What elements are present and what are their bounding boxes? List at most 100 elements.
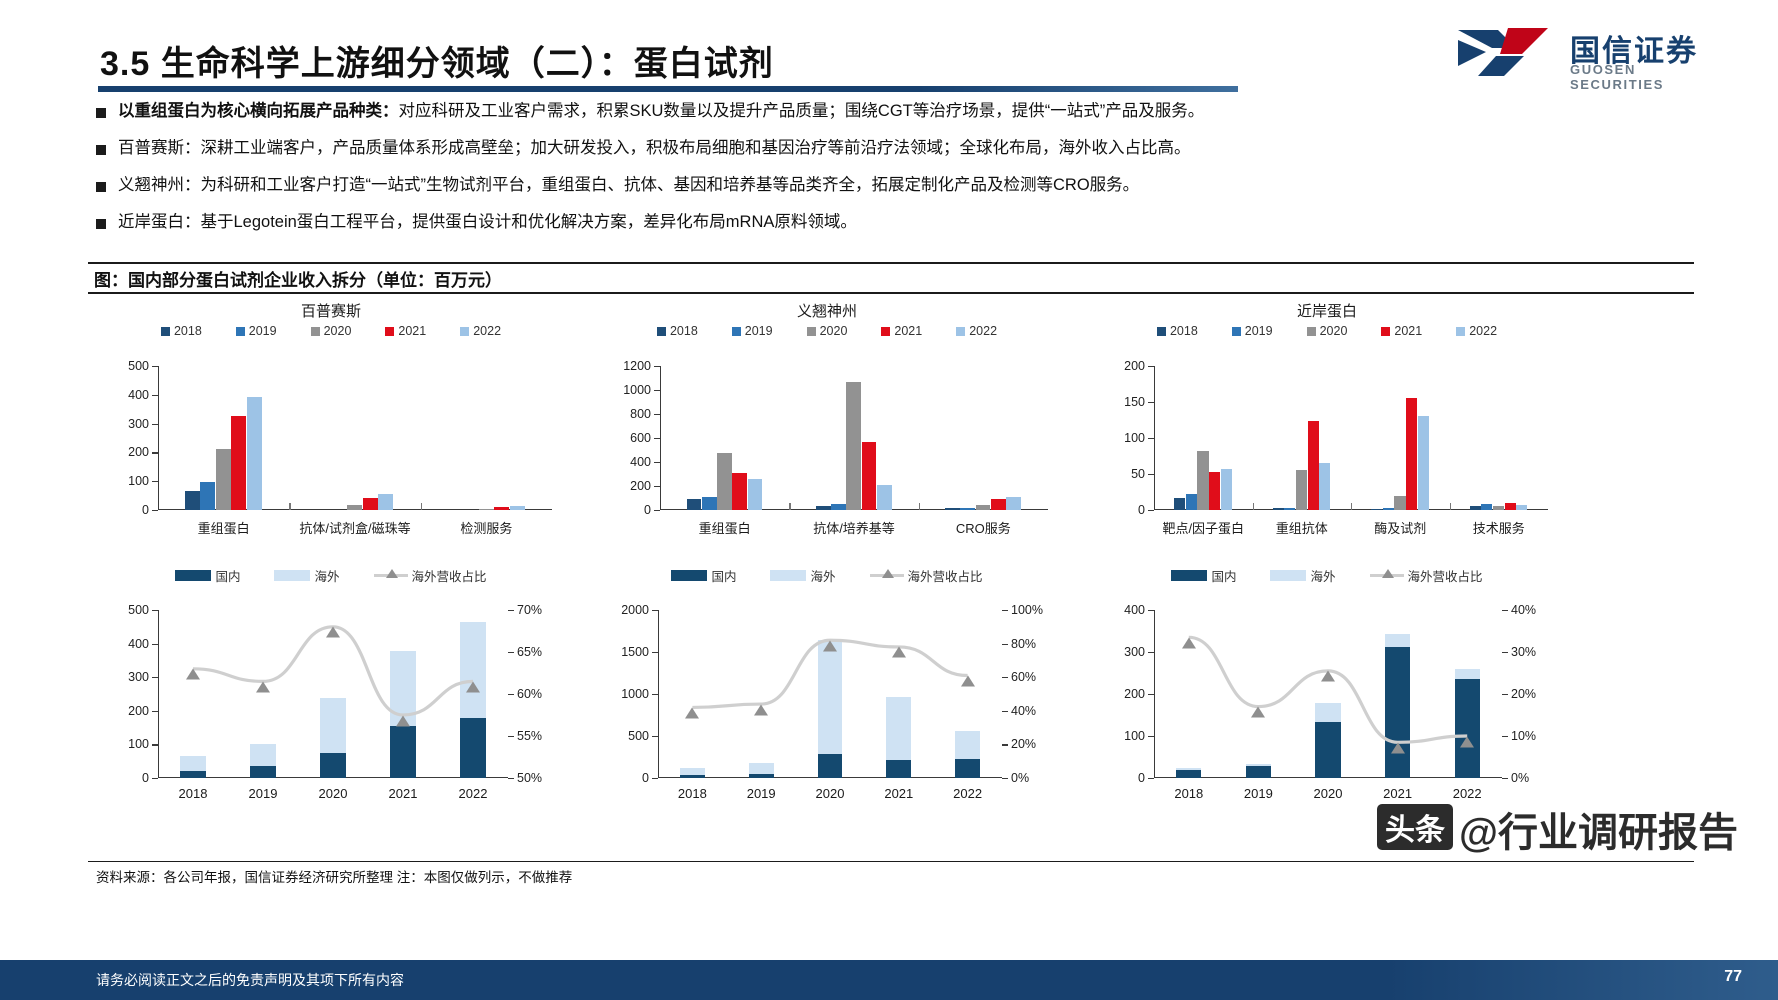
legend-item-2019[interactable]: 2019 [731,324,773,338]
bar-overseas [1315,703,1341,723]
x-tick-label: 2018 [178,786,208,801]
y-tick [652,694,658,696]
legend-item-国内[interactable]: 国内 [1171,566,1236,585]
x-tick-label: 2019 [1243,786,1273,801]
legend-item-国内[interactable]: 国内 [671,566,736,585]
watermark-badge: 头条 [1376,804,1453,850]
page-title: 3.5 生命科学上游细分领域（二）：蛋白试剂 [100,45,774,83]
bar-2020 [717,452,732,510]
bar-overseas [460,622,486,719]
y-tick [1148,402,1154,404]
legend-item-2021[interactable]: 2021 [385,324,426,338]
y2-tick-label: 60% [1011,670,1037,685]
legend-item-海外[interactable]: 海外 [274,566,340,585]
legend-item-2022[interactable]: 2022 [1456,324,1497,338]
bar-overseas [1176,767,1202,771]
bar-overseas [250,743,276,766]
y-tick [652,736,658,738]
bar-2021 [1307,421,1319,510]
x-divider [1449,503,1451,510]
legend-item-2020[interactable]: 2020 [310,324,351,338]
legend-item-2022[interactable]: 2022 [460,324,501,338]
y-tick [654,414,660,416]
y2-tick-label: 10% [1511,729,1537,743]
ratio-marker [960,675,975,687]
y-tick-label: 1500 [621,645,649,659]
bar-2022 [1417,415,1429,510]
figure-caption-rule [88,292,1694,294]
legend-item-2019[interactable]: 2019 [1231,324,1273,338]
legend-item-2018[interactable]: 2018 [656,324,698,338]
ratio-marker [1251,706,1266,718]
bar-2021 [494,507,510,510]
legend-triangle-icon [1381,569,1394,578]
ratio-marker [396,715,410,726]
y-tick [1148,736,1154,738]
y-tick-label: 200 [128,703,149,718]
legend-item-2020[interactable]: 2020 [806,324,848,338]
y2-tick-label: 20% [1011,737,1037,752]
bar-2019 [831,504,846,510]
bullet-text-1: 百普赛斯：深耕工业端客户，产品质量体系形成高壁垒；加大研发投入，积极布局细胞和基… [118,138,1191,157]
legend-item-2020[interactable]: 2020 [1306,324,1347,338]
legend-item-2021[interactable]: 2021 [881,324,922,338]
y2-tick-label: 50% [517,771,543,785]
y-tick [654,510,660,512]
legend-item-海外[interactable]: 海外 [770,566,836,585]
legend-item-海外[interactable]: 海外 [1270,566,1336,585]
y-tick-label: 600 [630,431,651,445]
y-tick [152,710,158,713]
y-tick [1148,610,1154,612]
chart-legend: 2018 2019 2020 2021 2022 [592,324,1062,338]
legend-swatch [656,326,666,336]
legend-label: 2022 [969,324,998,338]
legend-item-2022[interactable]: 2022 [956,324,997,338]
bullet-square-icon [96,108,106,118]
y-tick-label: 100 [128,737,149,752]
disclaimer-text: 请务必阅读正文之后的免责声明及其项下所有内容 [96,972,404,988]
legend-swatch [160,326,170,336]
legend-label: 2018 [173,324,202,338]
y-tick-label: 500 [628,729,649,743]
y-tick-label: 400 [128,636,149,651]
y-tick [152,677,158,679]
y2-tick-label: 20% [1511,687,1537,701]
ratio-marker [754,704,769,716]
bar-2018 [815,505,831,510]
legend-item-国内[interactable]: 国内 [175,566,240,585]
y-tick-label: 2000 [621,603,649,617]
bullet-list: 以重组蛋白为核心横向拓展产品种类：对应科研及工业客户需求，积累SKU数量以及提升… [96,100,1696,248]
chart-title: 百普赛斯 [300,303,361,320]
bar-overseas [180,755,206,771]
legend-item-ratio[interactable]: 海外营收占比 [373,566,487,585]
y-tick [652,652,658,654]
legend-item-2021[interactable]: 2021 [1381,324,1422,338]
x-tick-label: 重组蛋白 [197,521,250,536]
title-underline [98,86,1238,92]
legend-label: 国内 [711,570,737,584]
y2-tick [1002,643,1008,645]
ratio-marker [685,707,700,719]
plot-area: 0 500 1000 1500 2000 0% 20% 40% 60% 80% 100% 2018 20… [621,603,1043,801]
y-tick [152,394,158,397]
legend-label: 2021 [398,324,427,338]
y-axis [658,610,660,778]
bar-2021 [732,472,748,510]
legend-item-2018[interactable]: 2018 [160,324,202,338]
legend-item-2019[interactable]: 2019 [235,324,277,338]
y2-tick [1002,610,1008,612]
legend-item-ratio[interactable]: 海外营收占比 [869,566,983,585]
legend-triangle-icon [385,569,398,578]
bar-2020 [215,448,231,510]
legend-item-ratio[interactable]: 海外营收占比 [1369,566,1483,585]
bar-2021 [1406,398,1418,510]
bar-2018 [184,491,200,510]
legend-label: 2020 [819,324,848,338]
legend-item-2018[interactable]: 2018 [1156,324,1198,338]
y-tick-label: 0 [1138,503,1145,517]
y-axis [158,366,160,510]
x-divider [918,503,920,510]
plot-area: 0 50 100 150 200 靶点/因子蛋白 重组抗体 酶及试剂 技术服务 [1124,359,1548,536]
y2-tick [508,652,514,654]
bar-overseas [1454,668,1480,680]
